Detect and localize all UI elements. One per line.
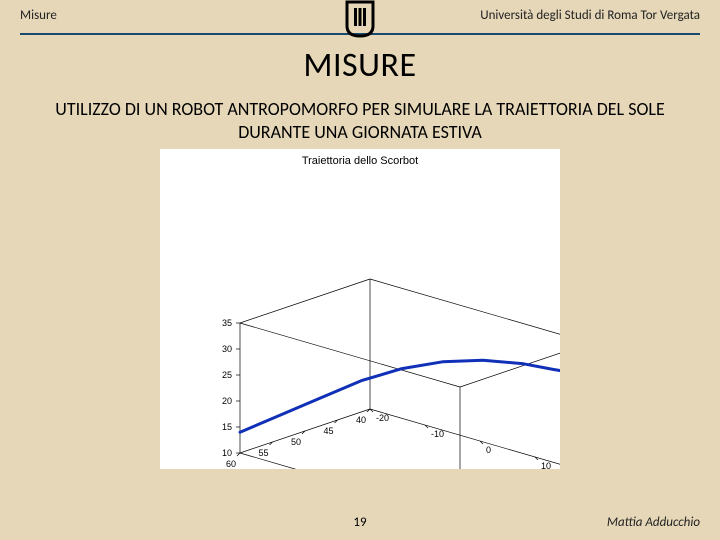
svg-text:60: 60	[226, 459, 236, 469]
page-number: 19	[353, 515, 366, 530]
chart-title: Traiettoria dello Scorbot	[160, 155, 560, 167]
svg-text:0: 0	[486, 445, 491, 455]
svg-text:40: 40	[356, 415, 366, 425]
page-title: MISURE	[0, 45, 720, 86]
chart-canvas: 1015202530354045505560-20-1001020	[160, 169, 560, 469]
svg-text:55: 55	[258, 448, 268, 458]
svg-text:35: 35	[222, 318, 232, 328]
svg-text:20: 20	[222, 396, 232, 406]
header-right: Università degli Studi di Roma Tor Verga…	[480, 8, 700, 23]
header-left: Misure	[20, 8, 57, 23]
header: Misure Università degli Studi di Roma To…	[0, 0, 720, 27]
author: Mattia Adducchio	[607, 515, 700, 530]
svg-text:-20: -20	[376, 413, 389, 423]
svg-text:10: 10	[541, 461, 551, 469]
trajectory-chart: Traiettoria dello Scorbot 10 15 20 25 30 35 40…	[160, 149, 560, 469]
svg-text:15: 15	[222, 422, 232, 432]
page-subtitle: UTILIZZO DI UN ROBOT ANTROPOMORFO PER SI…	[40, 98, 680, 143]
svg-text:-10: -10	[431, 429, 444, 439]
svg-text:10: 10	[222, 448, 232, 458]
svg-text:25: 25	[222, 370, 232, 380]
university-logo	[343, 0, 377, 40]
svg-text:30: 30	[222, 344, 232, 354]
svg-text:45: 45	[323, 426, 333, 436]
svg-text:50: 50	[291, 437, 301, 447]
